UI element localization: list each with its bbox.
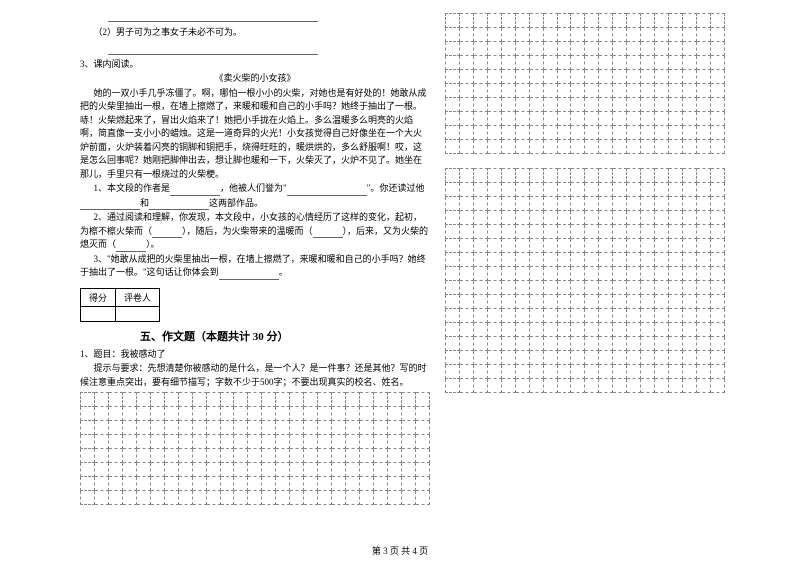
writing-grid-left [80, 392, 430, 505]
question-2: （2）男子可为之事女子未必不可为。 [80, 26, 430, 40]
left-column: （2）男子可为之事女子未必不可为。 3、课内阅读。 《卖火柴的小女孩》 她的一双… [80, 10, 430, 508]
story-paragraph: 她的一双小手几乎冻僵了。啊，哪怕一根小小的火柴，对她也是有好处的！她敢从成把的火… [80, 87, 430, 182]
sub2-text-d: ）。 [146, 239, 160, 249]
essay-hint: 提示与要求：先想清楚你被感动的是什么，是一个人？是一件事？还是其他？写的时候注意… [80, 362, 430, 389]
writing-grid-right-2 [445, 168, 725, 393]
sub-question-3: 3、"她敢从成把的火柴里抽出一根，在墙上擦燃了，来暖和暖和自己的小手吗？她终于抽… [80, 253, 430, 280]
blank [313, 237, 343, 238]
story-title: 《卖火柴的小女孩》 [80, 72, 430, 86]
score-label: 得分 [81, 288, 116, 306]
right-column [445, 10, 725, 508]
grader-label: 评卷人 [116, 288, 160, 306]
writing-grid-right-1 [445, 13, 725, 154]
sub-question-1-cont: 和 这两部作品。 [80, 197, 430, 211]
sub1-text-a: 1、本文段的作者是 [94, 183, 171, 193]
blank [149, 209, 209, 210]
blank [116, 251, 146, 252]
sub-question-1: 1、本文段的作者是 ，他被人们誉为" "。你还读过他 [80, 182, 430, 196]
sub3-text-a: 3、"她敢从成把的火柴里抽出一根，在墙上擦燃了，来暖和暖和自己的小手吗？她终于抽… [80, 254, 426, 278]
sub1-text-c: "。你还读过他 [367, 183, 425, 193]
blank [80, 209, 140, 210]
sub1-text-b: ，他被人们誉为" [220, 183, 287, 193]
grader-cell [116, 306, 160, 321]
sub1-text-d: 和 [140, 198, 149, 208]
sub-question-2: 2、通过阅读和理解，你发现，本文段中，小女孩的心情经历了这样的变化，起初，为檫不… [80, 211, 430, 252]
section-5-title: 五、作文题（本题共计 30 分） [140, 328, 430, 344]
page-footer: 第 3 页 共 4 页 [0, 544, 800, 557]
score-cell [81, 306, 116, 321]
answer-blank [108, 10, 318, 22]
blank [152, 237, 182, 238]
blank [219, 279, 279, 280]
blank [170, 195, 220, 196]
question-3-label: 3、课内阅读。 [80, 58, 430, 72]
sub2-text-b: ），随后，为火柴带来的温暖而（ [182, 226, 313, 236]
answer-blank [108, 43, 318, 55]
sub1-text-e: 这两部作品。 [209, 198, 263, 208]
blank [287, 195, 367, 196]
score-table: 得分评卷人 [80, 288, 160, 322]
sub3-text-b: 。 [279, 267, 288, 277]
essay-question: 1、题目：我被感动了 [80, 348, 430, 362]
